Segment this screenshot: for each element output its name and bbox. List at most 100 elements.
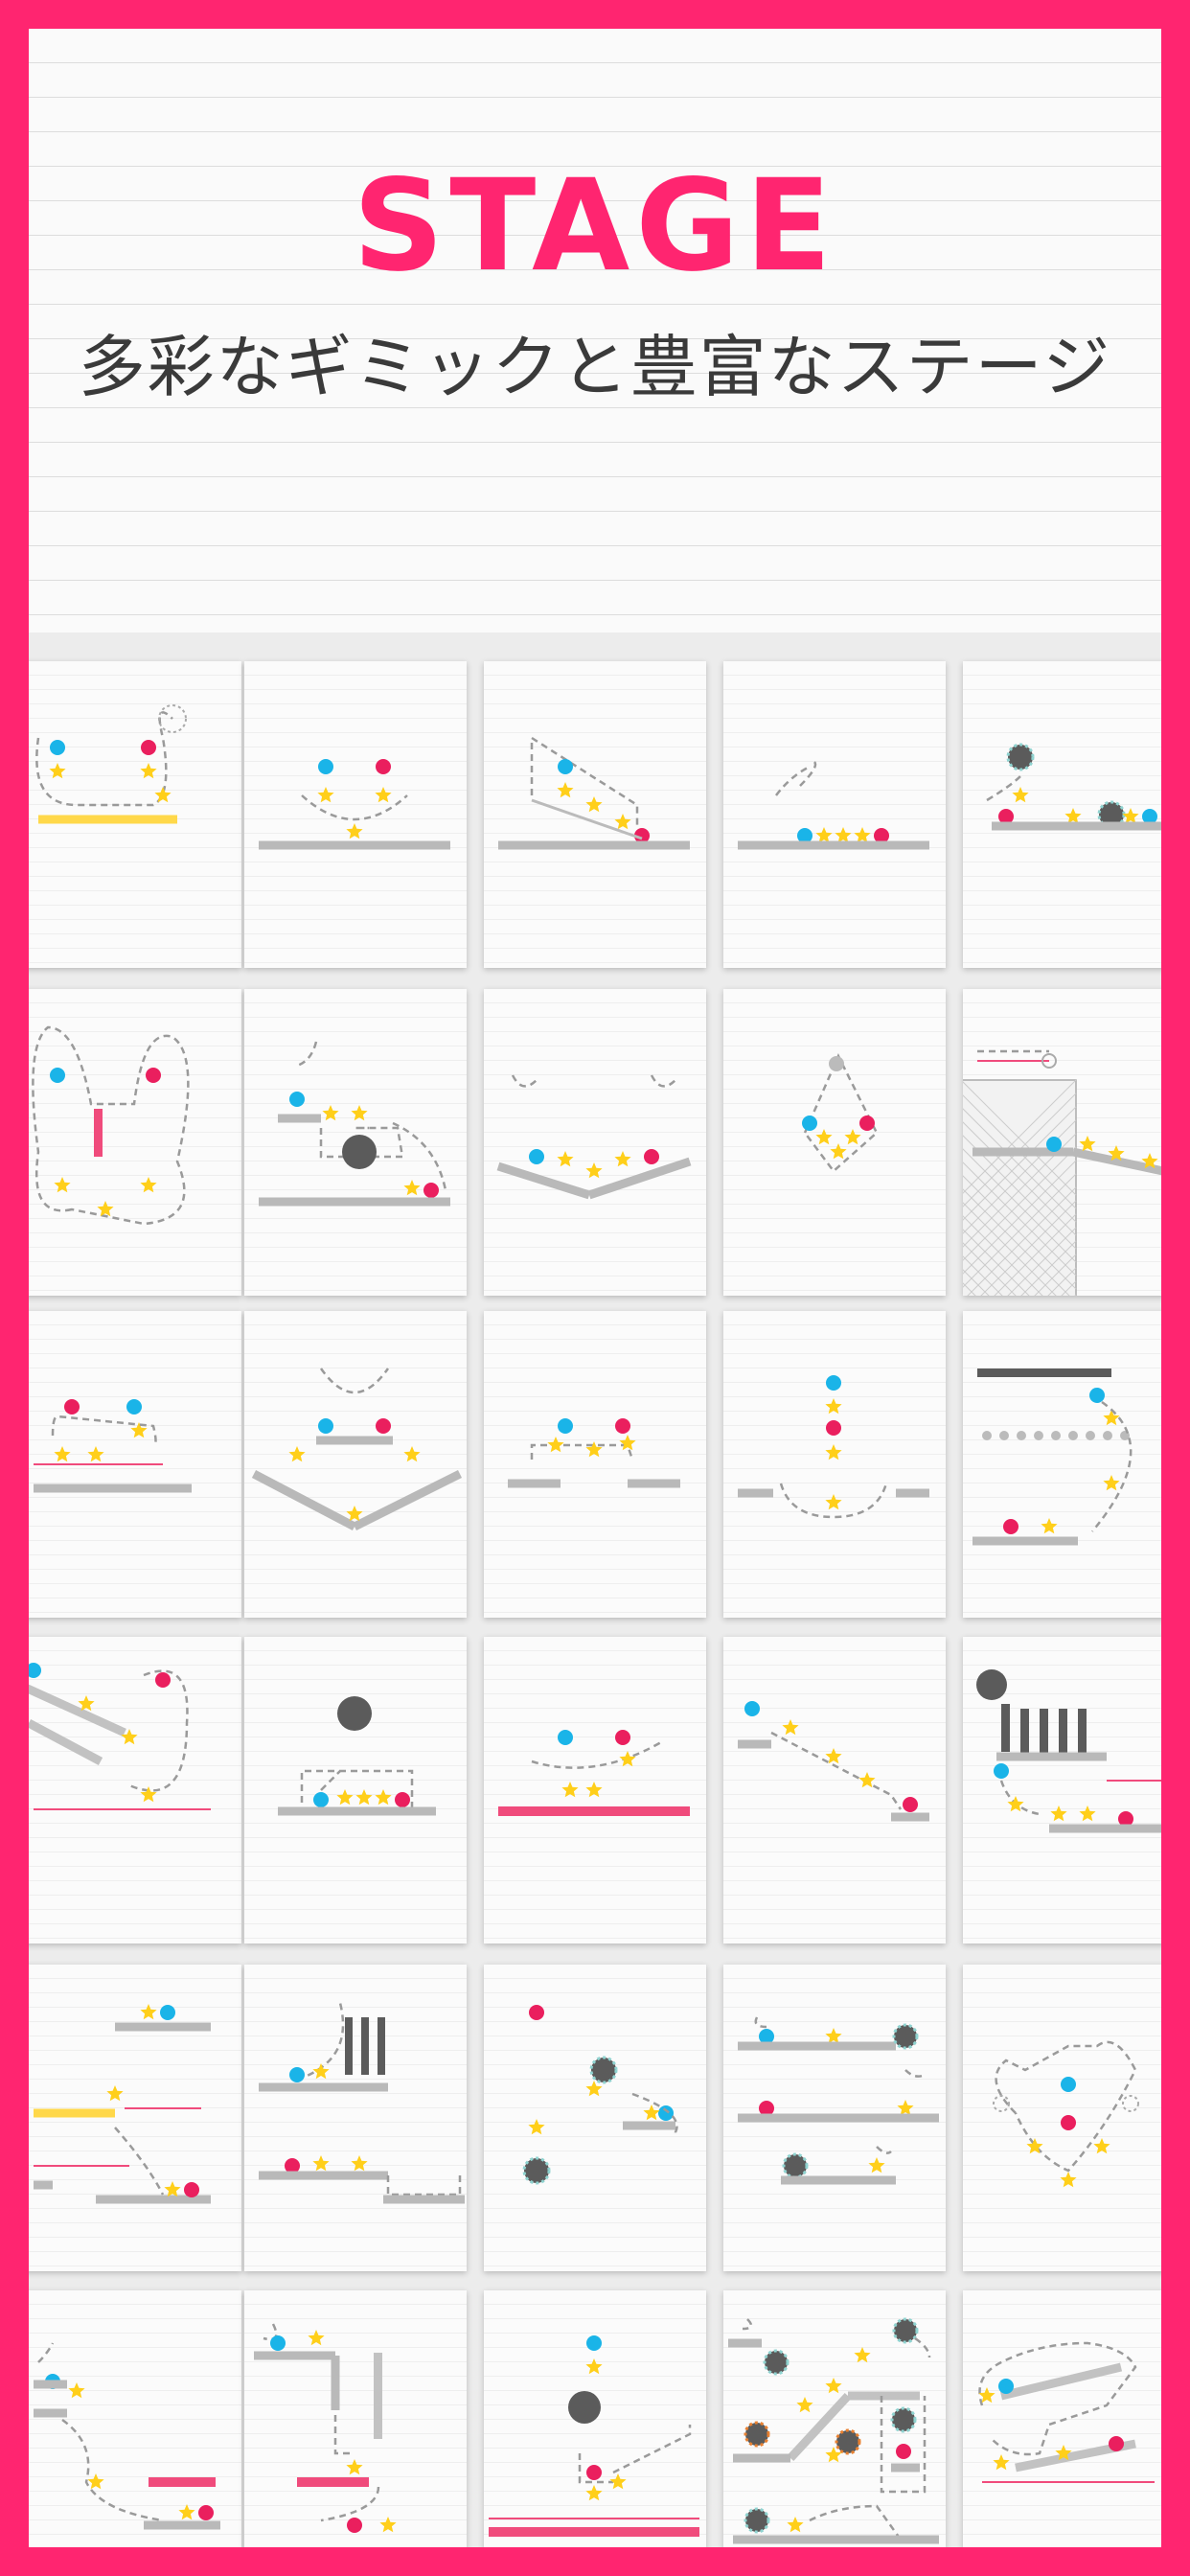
ball-blue-icon bbox=[658, 2105, 674, 2121]
star-icon bbox=[1141, 1153, 1158, 1169]
stage-card[interactable] bbox=[723, 1965, 946, 2271]
ball-pink-icon bbox=[376, 759, 391, 774]
star-icon bbox=[1012, 787, 1029, 803]
stage-card[interactable] bbox=[29, 2290, 241, 2547]
star-icon bbox=[787, 2517, 804, 2533]
gear-icon bbox=[589, 2056, 618, 2084]
ball-pink-icon bbox=[285, 2158, 300, 2174]
star-icon bbox=[825, 2447, 842, 2463]
stage-card[interactable] bbox=[244, 1311, 467, 1618]
stage-card[interactable] bbox=[29, 989, 241, 1296]
star-icon bbox=[351, 1105, 368, 1121]
ball-pink-icon bbox=[184, 2182, 199, 2197]
stage-illustration bbox=[34, 2342, 220, 2530]
star-icon bbox=[322, 1105, 339, 1121]
star-icon bbox=[868, 2157, 885, 2174]
stage-illustration bbox=[986, 743, 1161, 831]
ball-pink-icon bbox=[64, 1399, 80, 1414]
dashed-line bbox=[978, 2341, 1137, 2456]
star-icon bbox=[585, 796, 603, 813]
mesh-line bbox=[1007, 1227, 1077, 1296]
star-icon bbox=[993, 2454, 1010, 2471]
dashed-line bbox=[531, 1740, 662, 1769]
ball-pink-icon bbox=[146, 1068, 161, 1083]
stage-card[interactable] bbox=[723, 1637, 946, 1944]
dashed-line bbox=[995, 2040, 1137, 2173]
ball-blue-icon bbox=[50, 740, 65, 755]
stage-card[interactable] bbox=[244, 661, 467, 968]
dashed-line bbox=[32, 1025, 190, 1226]
ball-pink-icon bbox=[644, 1149, 659, 1164]
star-icon bbox=[825, 1494, 842, 1510]
platform bbox=[999, 2362, 1123, 2401]
ball-blue-icon bbox=[318, 759, 333, 774]
stage-card[interactable] bbox=[723, 2290, 946, 2547]
stage-card[interactable] bbox=[484, 1637, 706, 1944]
dashed-line bbox=[37, 2342, 55, 2363]
stage-card[interactable] bbox=[244, 2290, 467, 2547]
block bbox=[1059, 1709, 1067, 1757]
mesh-line bbox=[994, 1213, 1077, 1296]
star-icon bbox=[68, 2382, 85, 2399]
star-icon bbox=[140, 1177, 157, 1193]
dashed-line bbox=[300, 1769, 414, 1814]
stage-card[interactable] bbox=[723, 661, 946, 968]
stage-grid bbox=[29, 632, 1161, 2547]
star-icon bbox=[557, 782, 574, 798]
stage-card[interactable] bbox=[484, 1965, 706, 2271]
stage-illustration bbox=[976, 1669, 1161, 1833]
block bbox=[361, 2017, 369, 2075]
dashed-line bbox=[319, 1126, 404, 1159]
ball-blue-icon bbox=[270, 2335, 286, 2351]
stage-card[interactable] bbox=[963, 1637, 1161, 1944]
ball-pink-icon bbox=[759, 2101, 774, 2116]
stage-card[interactable] bbox=[963, 661, 1161, 968]
ball-blue-icon bbox=[313, 1792, 329, 1807]
stage-illustration bbox=[978, 2341, 1155, 2483]
mesh-line bbox=[1020, 1240, 1077, 1296]
star-icon bbox=[375, 1789, 392, 1806]
stage-card[interactable] bbox=[484, 661, 706, 968]
stage-card[interactable] bbox=[244, 1965, 467, 2271]
stage-card[interactable] bbox=[244, 1637, 467, 1944]
ball-pink-icon bbox=[198, 2505, 214, 2520]
stage-card[interactable] bbox=[484, 1311, 706, 1618]
star-icon bbox=[547, 1437, 564, 1453]
stage-card[interactable] bbox=[484, 989, 706, 1296]
stage-card[interactable] bbox=[723, 1311, 946, 1618]
star-icon bbox=[49, 763, 66, 779]
stage-illustration bbox=[522, 2005, 678, 2185]
star-icon bbox=[830, 1143, 847, 1160]
star-icon bbox=[164, 2181, 181, 2197]
star-icon bbox=[130, 1422, 148, 1438]
stage-card[interactable] bbox=[723, 989, 946, 1296]
block bbox=[1001, 1704, 1010, 1752]
stage-card[interactable] bbox=[29, 661, 241, 968]
dot-icon bbox=[1086, 1431, 1095, 1440]
stage-card[interactable] bbox=[963, 989, 1161, 1296]
stage-card[interactable] bbox=[29, 1311, 241, 1618]
stage-card[interactable] bbox=[963, 1965, 1161, 2271]
ball-pink-icon bbox=[423, 1183, 439, 1198]
stage-card[interactable] bbox=[244, 989, 467, 1296]
star-icon bbox=[87, 1446, 104, 1462]
stage-card[interactable] bbox=[29, 1965, 241, 2271]
dark-ball-icon bbox=[342, 1135, 377, 1169]
star-icon bbox=[585, 2485, 603, 2501]
dashed-line bbox=[128, 1669, 189, 1792]
stage-illustration bbox=[32, 1025, 190, 1226]
stage-card[interactable] bbox=[29, 1637, 241, 1944]
star-icon bbox=[782, 1719, 799, 1736]
ball-pink-icon bbox=[376, 1418, 391, 1434]
star-icon bbox=[375, 787, 392, 803]
stage-card[interactable] bbox=[484, 2290, 706, 2547]
star-icon bbox=[355, 1789, 373, 1806]
stage-card[interactable] bbox=[963, 1311, 1161, 1618]
gear-icon bbox=[1006, 743, 1035, 771]
block bbox=[1078, 1709, 1087, 1757]
dashed-line bbox=[999, 1780, 1041, 1816]
stage-card[interactable] bbox=[963, 2290, 1161, 2547]
star-icon bbox=[121, 1729, 138, 1745]
block bbox=[374, 2353, 382, 2439]
star-icon bbox=[825, 1444, 842, 1460]
